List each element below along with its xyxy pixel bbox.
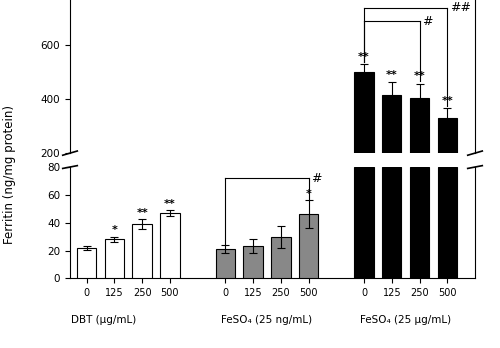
Bar [354,167,374,278]
Bar [160,213,180,278]
Text: #: # [312,172,322,185]
Bar [438,167,457,278]
Text: FeSO₄ (25 μg/mL): FeSO₄ (25 μg/mL) [360,315,451,325]
Text: DBT (μg/mL): DBT (μg/mL) [72,315,136,325]
Text: **: ** [358,52,370,62]
Bar [299,214,318,278]
Text: Ferritin (ng/mg protein): Ferritin (ng/mg protein) [4,104,16,244]
Bar [271,237,290,278]
Text: *: * [306,189,312,199]
Bar [382,95,402,207]
Text: **: ** [386,70,398,80]
Bar [382,167,402,278]
Text: *: * [112,225,117,235]
Text: **: ** [164,199,175,209]
Text: ##: ## [450,1,471,14]
Text: **: ** [442,96,453,106]
Bar [410,167,429,278]
Bar [354,72,374,207]
Bar [104,239,124,278]
Text: FeSO₄ (25 ng/mL): FeSO₄ (25 ng/mL) [222,315,312,325]
Bar [438,118,457,207]
Bar [132,224,152,278]
Bar [216,249,235,278]
Text: **: ** [136,208,148,218]
Bar [410,98,429,207]
Text: #: # [422,15,433,27]
Text: **: ** [414,71,426,81]
Bar [244,246,263,278]
Bar [77,248,96,278]
